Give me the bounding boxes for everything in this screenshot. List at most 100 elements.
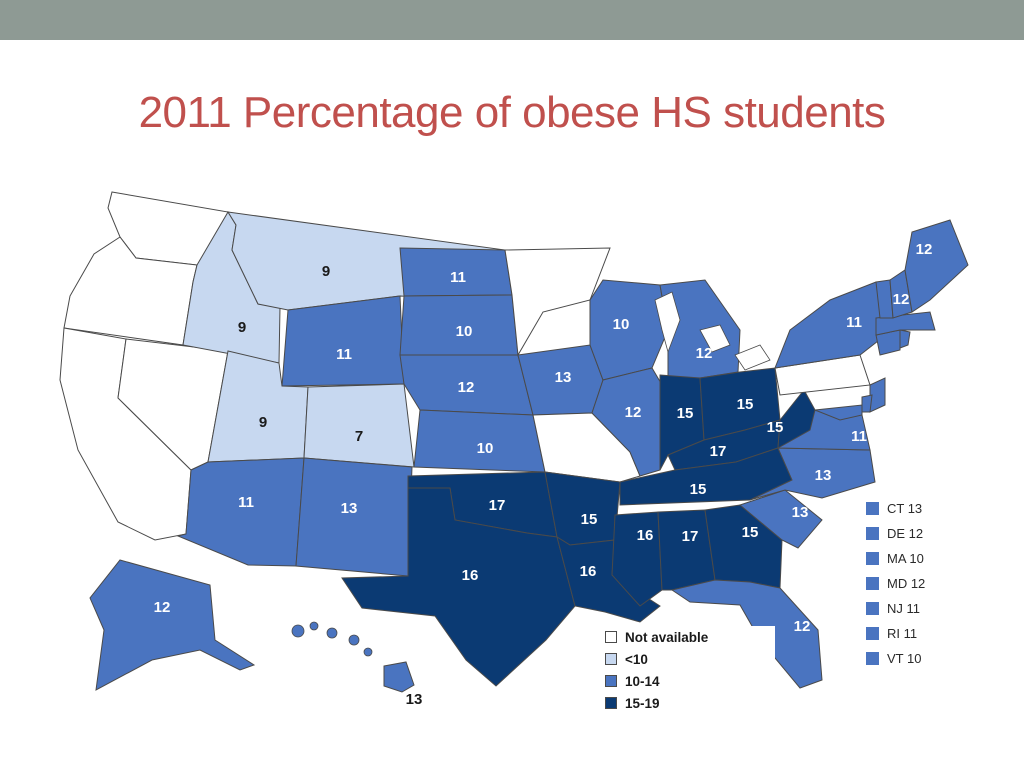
state-value-label-wy: 11 xyxy=(336,346,352,363)
state-value-label-ga: 15 xyxy=(742,524,759,541)
small-state-label: CT 13 xyxy=(887,501,923,516)
legend-label: <10 xyxy=(625,651,648,667)
state-value-label-ms: 16 xyxy=(637,527,654,544)
state-value-label-co: 7 xyxy=(355,428,363,445)
slide-title: 2011 Percentage of obese HS students xyxy=(138,88,886,137)
small-state-swatch xyxy=(866,627,879,640)
small-state-label: MA 10 xyxy=(887,551,924,566)
state-value-label-wv: 15 xyxy=(767,419,784,436)
small-state-item: DE 12 xyxy=(866,521,966,546)
state-ri xyxy=(899,329,911,349)
state-nc xyxy=(749,447,876,501)
small-state-swatch xyxy=(866,502,879,515)
state-value-label-il: 12 xyxy=(625,404,642,421)
state-value-label-mt: 9 xyxy=(322,263,330,280)
hawaii-island xyxy=(348,634,360,646)
small-state-label: NJ 11 xyxy=(887,601,920,616)
state-value-label-ak: 12 xyxy=(154,599,171,616)
lake xyxy=(734,344,771,371)
small-state-swatch xyxy=(866,552,879,565)
state-value-label-nm: 13 xyxy=(341,500,358,517)
small-state-item: VT 10 xyxy=(866,646,966,671)
state-value-label-ia: 13 xyxy=(555,369,572,386)
legend-swatch xyxy=(605,631,617,643)
state-ar xyxy=(544,471,621,546)
legend-item-10-14: 10-14 xyxy=(605,670,775,692)
us-obesity-map: 9 9 11 9 7 11 13 11 10 12 10 17 16 13 15 16 10 12 12 15 15 17… xyxy=(58,188,970,718)
state-value-label-az: 11 xyxy=(238,494,254,511)
state-value-label-nc: 13 xyxy=(815,467,832,484)
lake xyxy=(654,291,681,354)
legend-swatch xyxy=(605,675,617,687)
state-value-label-sd: 10 xyxy=(456,323,473,340)
small-state-swatch xyxy=(866,577,879,590)
state-value-label-tx: 16 xyxy=(462,567,479,584)
legend-label: 15-19 xyxy=(625,695,660,711)
state-value-label-hi: 13 xyxy=(406,691,423,708)
state-az xyxy=(176,457,305,567)
hawaii-island xyxy=(309,621,319,631)
small-state-swatch xyxy=(866,602,879,615)
state-value-label-ky: 17 xyxy=(710,443,727,460)
legend-item-lt10: <10 xyxy=(605,648,775,670)
hawaii-island xyxy=(363,647,373,657)
state-me xyxy=(904,219,969,313)
state-wy xyxy=(281,295,405,387)
legend-label: 10-14 xyxy=(625,673,660,689)
state-value-label-me: 12 xyxy=(916,241,933,258)
state-mn xyxy=(504,247,611,357)
map-legend: Not available <10 10-14 15-19 xyxy=(605,626,775,714)
state-value-label-wi: 10 xyxy=(613,316,630,333)
state-value-label-fl: 12 xyxy=(794,618,811,635)
small-states-list: CT 13 DE 12 MA 10 MD 12 NJ 11 RI 11 VT 1… xyxy=(866,496,966,671)
legend-swatch xyxy=(605,697,617,709)
state-value-label-ut: 9 xyxy=(259,414,267,431)
state-value-label-al: 17 xyxy=(682,528,699,545)
hawaii-island xyxy=(291,624,305,638)
state-value-label-ok: 17 xyxy=(489,497,506,514)
state-value-label-mi: 12 xyxy=(696,345,713,362)
state-la xyxy=(556,535,661,623)
state-value-label-tn: 15 xyxy=(690,481,707,498)
state-md xyxy=(814,404,863,421)
state-value-label-nh: 12 xyxy=(893,291,910,308)
state-wi xyxy=(589,279,669,381)
small-state-item: MD 12 xyxy=(866,571,966,596)
state-value-label-id: 9 xyxy=(238,319,246,336)
small-state-item: RI 11 xyxy=(866,621,966,646)
state-value-label-ar: 15 xyxy=(581,511,598,528)
small-state-swatch xyxy=(866,652,879,665)
small-state-swatch xyxy=(866,527,879,540)
state-nm xyxy=(295,457,413,577)
state-value-label-oh: 15 xyxy=(737,396,754,413)
small-state-item: NJ 11 xyxy=(866,596,966,621)
state-value-label-nd: 11 xyxy=(450,269,466,286)
legend-item-15-19: 15-19 xyxy=(605,692,775,714)
state-value-label-sc: 13 xyxy=(792,504,809,521)
small-state-label: DE 12 xyxy=(887,526,924,541)
small-state-item: CT 13 xyxy=(866,496,966,521)
state-value-label-ne: 12 xyxy=(458,379,475,396)
state-value-label-in: 15 xyxy=(677,405,694,422)
hawaii-island xyxy=(326,627,338,639)
state-value-label-ny: 11 xyxy=(846,314,862,331)
small-state-label: VT 10 xyxy=(887,651,922,666)
state-hi xyxy=(383,661,415,693)
legend-label: Not available xyxy=(625,629,709,645)
state-fl xyxy=(670,579,823,689)
state-il xyxy=(591,367,669,477)
small-state-label: RI 11 xyxy=(887,626,918,641)
state-value-label-la: 16 xyxy=(580,563,597,580)
state-co xyxy=(303,383,415,468)
legend-swatch xyxy=(605,653,617,665)
state-wv xyxy=(777,389,816,449)
lake xyxy=(699,324,731,353)
state-value-label-ks: 10 xyxy=(477,440,494,457)
state-tx xyxy=(341,487,576,687)
state-value-label-va: 11 xyxy=(851,428,867,445)
state-ms xyxy=(611,511,663,607)
top-decorative-bar xyxy=(0,0,1024,40)
state-de xyxy=(861,394,873,413)
state-ak xyxy=(89,559,256,691)
small-state-item: MA 10 xyxy=(866,546,966,571)
